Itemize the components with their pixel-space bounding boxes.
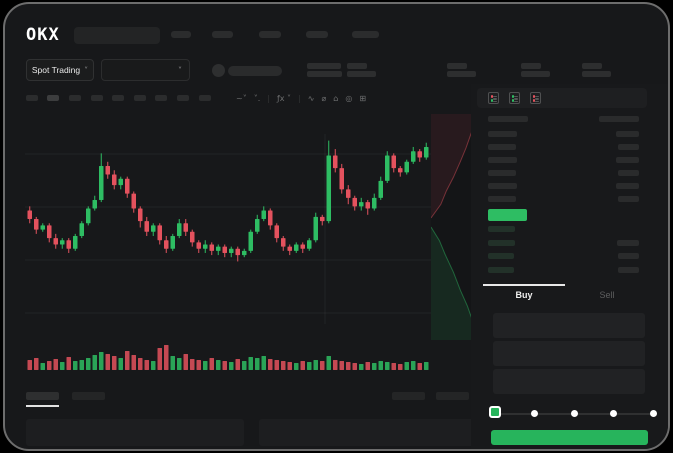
ask-row-amount-3 (618, 170, 639, 176)
snapshot-icon[interactable]: ⌂ (333, 93, 339, 103)
ticker-stat-value-1 (347, 71, 376, 77)
ask-row-price-5[interactable] (488, 196, 516, 202)
timeframe-pill-5[interactable] (134, 95, 146, 101)
slider-stop-3[interactable] (610, 410, 617, 417)
nav-item-2[interactable] (259, 31, 281, 38)
nav-item-1[interactable] (212, 31, 233, 38)
pair-dropdown[interactable]: ˅ (101, 59, 190, 81)
active-tab-underline (26, 405, 59, 407)
bid-row-price-3[interactable] (488, 266, 514, 273)
order-panel: Buy Sell (471, 84, 668, 449)
ticker-stat-label-0 (307, 63, 341, 69)
bid-row-amount-3 (618, 266, 639, 273)
candlestick-chart[interactable] (25, 114, 433, 376)
price-field[interactable] (493, 313, 645, 338)
timeframe-pill-2[interactable] (69, 95, 81, 101)
ask-row-price-2[interactable] (488, 157, 517, 163)
ask-row-amount-5 (618, 196, 639, 202)
timeframe-pill-4[interactable] (112, 95, 124, 101)
settings-icon[interactable]: ◎ (345, 93, 353, 103)
ask-row-amount-4 (616, 183, 639, 189)
bottom-tab-0[interactable] (26, 392, 59, 400)
bottom-action-0[interactable] (392, 392, 425, 400)
bottom-panel-0 (26, 419, 244, 446)
pair-name-placeholder (228, 66, 282, 76)
timeframe-pill-6[interactable] (155, 95, 167, 101)
active-tab-indicator (483, 284, 565, 286)
divider: | (298, 93, 301, 103)
buy-submit-button[interactable] (491, 430, 648, 445)
bid-row-amount-2 (618, 253, 639, 259)
divider: | (267, 93, 270, 103)
slider-stop-2[interactable] (570, 410, 578, 417)
bid-row-amount-1 (617, 239, 639, 246)
timeframe-pill-8[interactable] (199, 95, 211, 101)
ticker-stat-label-3 (521, 63, 541, 69)
ask-row-price-0[interactable] (488, 131, 517, 137)
chevron-down-icon: ˅ (178, 66, 182, 75)
fullscreen-icon[interactable]: ⊞ (359, 93, 367, 103)
line-tool-icon[interactable]: ∿ (307, 93, 315, 103)
nav-item-3[interactable] (306, 31, 328, 38)
search-input[interactable] (74, 27, 160, 44)
timeframe-pill-1[interactable] (47, 95, 59, 101)
ask-row-amount-2 (616, 157, 639, 163)
bid-row-price-0[interactable] (488, 226, 515, 232)
bottom-panel-1 (259, 419, 474, 446)
ticker-stat-label-4 (582, 63, 602, 69)
bid-row-price-1[interactable] (488, 239, 515, 246)
market-selector-label: Spot Trading (31, 65, 81, 75)
ticker-stat-value-4 (582, 71, 611, 77)
slider-handle[interactable] (489, 406, 501, 418)
timeframe-pill-3[interactable] (91, 95, 103, 101)
orderbook-toolbar (477, 88, 647, 108)
book-col-header-amount (599, 116, 639, 122)
chevron-down-icon: ˅ (84, 65, 89, 75)
candle-type-icon[interactable]: ~˅ (236, 93, 247, 103)
book-bids-view-icon[interactable] (509, 92, 520, 104)
ask-row-amount-1 (618, 144, 639, 150)
ticker-stat-value-0 (307, 71, 342, 77)
bottom-tab-1[interactable] (72, 392, 105, 400)
amount-field[interactable] (493, 341, 645, 366)
book-col-header-price (488, 116, 528, 122)
tab-sell[interactable]: Sell (599, 290, 615, 300)
measure-icon[interactable]: ⌀ (321, 93, 327, 103)
tab-buy[interactable]: Buy (515, 290, 533, 300)
timeframe-chevron-icon[interactable]: ˅. (253, 93, 261, 103)
ask-row-amount-0 (616, 131, 639, 137)
timeframe-pill-0[interactable] (26, 95, 38, 101)
nav-item-4[interactable] (352, 31, 379, 38)
chart-tools: ~˅ ˅. | ƒx ˅ | ∿ ⌀ ⌂ ◎ ⊞ (236, 92, 366, 104)
last-price-row[interactable] (488, 209, 527, 221)
okx-logo: OKX (26, 25, 60, 45)
bid-row-price-2[interactable] (488, 253, 514, 259)
market-selector-button[interactable]: Spot Trading ˅ (26, 59, 94, 81)
timeframe-pill-7[interactable] (177, 95, 189, 101)
book-split-view-icon[interactable] (488, 92, 499, 104)
ask-row-price-3[interactable] (488, 170, 516, 176)
book-asks-view-icon[interactable] (530, 92, 541, 104)
ticker-stat-value-2 (447, 71, 476, 77)
slider-stop-4[interactable] (649, 410, 657, 417)
bottom-action-1[interactable] (436, 392, 469, 400)
ask-row-price-4[interactable] (488, 183, 517, 189)
tablet-screen: OKX Spot Trading ˅ ˅ ~˅ ˅. | ƒx ˅ | ∿ ⌀ ⌂ ◎ ⊞ Buy… (3, 2, 670, 451)
ask-row-price-1[interactable] (488, 144, 516, 150)
slider-stop-1[interactable] (531, 410, 538, 417)
total-field[interactable] (493, 369, 645, 394)
ticker-stat-label-2 (447, 63, 467, 69)
indicators-fx-icon[interactable]: ƒx ˅ (276, 93, 292, 103)
ticker-stat-label-1 (347, 63, 367, 69)
nav-item-0[interactable] (171, 31, 191, 38)
ticker-stat-value-3 (521, 71, 550, 77)
coin-avatar (212, 64, 225, 77)
